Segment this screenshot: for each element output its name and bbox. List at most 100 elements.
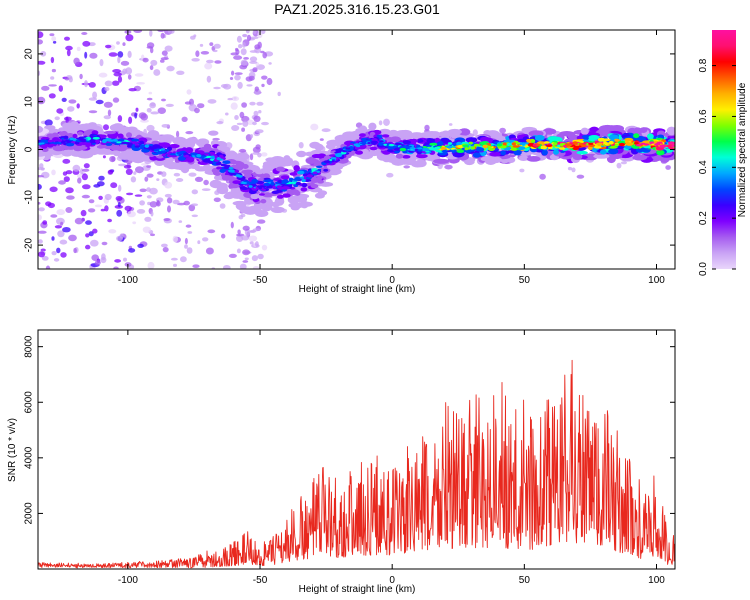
spectrogram-cell (80, 168, 84, 175)
y-tick-label: 4000 (24, 446, 35, 469)
spectrogram-cell (233, 55, 243, 60)
spectrogram-cell (118, 184, 122, 192)
spectrogram-cell (317, 168, 322, 171)
spectrogram-cell (527, 142, 535, 147)
spectrogram-cell (633, 133, 640, 139)
spectrogram-cell (105, 142, 113, 146)
figure-title: PAZ1.2025.316.15.23.G01 (274, 1, 440, 17)
spectrogram-cell (150, 211, 154, 217)
spectrogram-cell (447, 128, 462, 135)
spectrogram-cell (543, 141, 550, 144)
spectrogram-cell (111, 156, 116, 162)
spectrogram-cell (306, 174, 313, 178)
spectrogram-cell (176, 70, 185, 76)
spectrogram-cell (288, 177, 294, 181)
spectrogram-cell (87, 208, 96, 213)
spectrogram-cell (59, 239, 68, 245)
spectrogram-cell (149, 30, 153, 37)
spectrogram-cell (541, 149, 548, 156)
spectrogram-cell (371, 140, 378, 145)
x-tick-label: 0 (389, 575, 395, 586)
spectrogram-cell (164, 45, 173, 52)
spectrogram-cell (150, 59, 158, 66)
spectrogram-cell (161, 171, 167, 177)
spectrogram-cell (122, 68, 128, 74)
spectrogram-cell (643, 143, 650, 146)
spectrogram-cell (47, 202, 56, 209)
spectrogram-cell (58, 85, 63, 92)
spectrogram-cell (84, 80, 88, 88)
spectrogram-cell (386, 137, 394, 144)
spectrogram-cell (617, 140, 627, 145)
spectrogram-cell (128, 116, 133, 125)
spectrogram-cell (230, 52, 239, 56)
spectrogram-cell (271, 185, 276, 189)
spectrogram-cell (386, 172, 394, 178)
spectrogram-cell (295, 181, 302, 186)
spectrogram-cell (311, 168, 318, 171)
spectrogram-cell (195, 50, 200, 57)
spectrogram-cell (593, 153, 610, 159)
spectrogram-cell (277, 91, 281, 97)
spectrogram-cell (173, 263, 177, 267)
spectrogram-cell (185, 131, 194, 135)
spectrogram-cell (77, 177, 82, 184)
spectrogram-cell (79, 138, 86, 142)
spectrogram-cell (323, 168, 329, 172)
spectrogram-cell (276, 185, 282, 189)
spectrogram-cell (545, 144, 553, 147)
spectrogram-cell (68, 234, 77, 242)
spectrogram-cell (51, 169, 56, 176)
spectrogram-cell (424, 148, 430, 152)
spectrogram-cell (257, 253, 264, 260)
spectrogram-cell (240, 187, 249, 191)
spectrogram-cell (266, 77, 273, 86)
spectrogram-cell (564, 143, 572, 147)
spectrogram-cell (62, 122, 75, 129)
spectrogram-cell (414, 159, 427, 168)
spectrogram-cell (206, 75, 212, 83)
spectrogram-cell (90, 239, 99, 247)
spectrogram-cell (202, 164, 212, 172)
spectrogram-cell (125, 168, 133, 175)
spectrogram-cell (84, 51, 88, 59)
spectrogram-cell (104, 193, 112, 201)
spectrogram-cell (634, 141, 639, 145)
spectrogram-cell (309, 141, 321, 149)
spectrogram-cell (80, 141, 89, 146)
spectrogram-cell (113, 72, 122, 77)
spectrogram-cell (228, 253, 237, 258)
spectrogram-cell (293, 165, 301, 172)
spectrogram-cell (281, 180, 289, 184)
spectrogram-cell (399, 129, 413, 137)
spectrogram-cell (165, 103, 174, 107)
spectrogram-cell (526, 138, 532, 143)
colorbar-ticks: 0.0 0.2 0.4 0.6 0.8 (698, 58, 736, 276)
spectrogram-cell (146, 42, 155, 49)
spectrogram-cell (270, 206, 285, 213)
spectrogram-cell (100, 208, 106, 212)
spectrogram-cell (359, 133, 366, 138)
spectrogram-cell (280, 175, 290, 180)
spectrogram-cell (207, 229, 216, 234)
spectrogram-cell (281, 186, 290, 190)
spectrogram-cell (344, 149, 350, 152)
spectrogram-cell (221, 233, 226, 239)
spectrogram-cell (666, 126, 675, 136)
spectrogram-cell (64, 36, 70, 41)
spectrogram-cell (217, 145, 224, 150)
spectrogram-cell (447, 142, 453, 145)
spectrogram-cell (203, 179, 209, 186)
spectrogram-cell (123, 257, 127, 262)
x-tick-label: 50 (519, 275, 531, 286)
spectrogram-cell (137, 243, 144, 248)
spectrogram-cell (150, 47, 154, 54)
spectrogram-cell (511, 142, 516, 146)
spectrogram-cell (168, 144, 180, 149)
spectrogram-cell (48, 84, 57, 87)
spectrogram-cell (249, 50, 258, 53)
spectrogram-cell (134, 112, 138, 119)
spectrogram-cell (255, 241, 259, 247)
spectrogram-cell (335, 154, 343, 158)
spectrogram-cell (67, 106, 75, 112)
